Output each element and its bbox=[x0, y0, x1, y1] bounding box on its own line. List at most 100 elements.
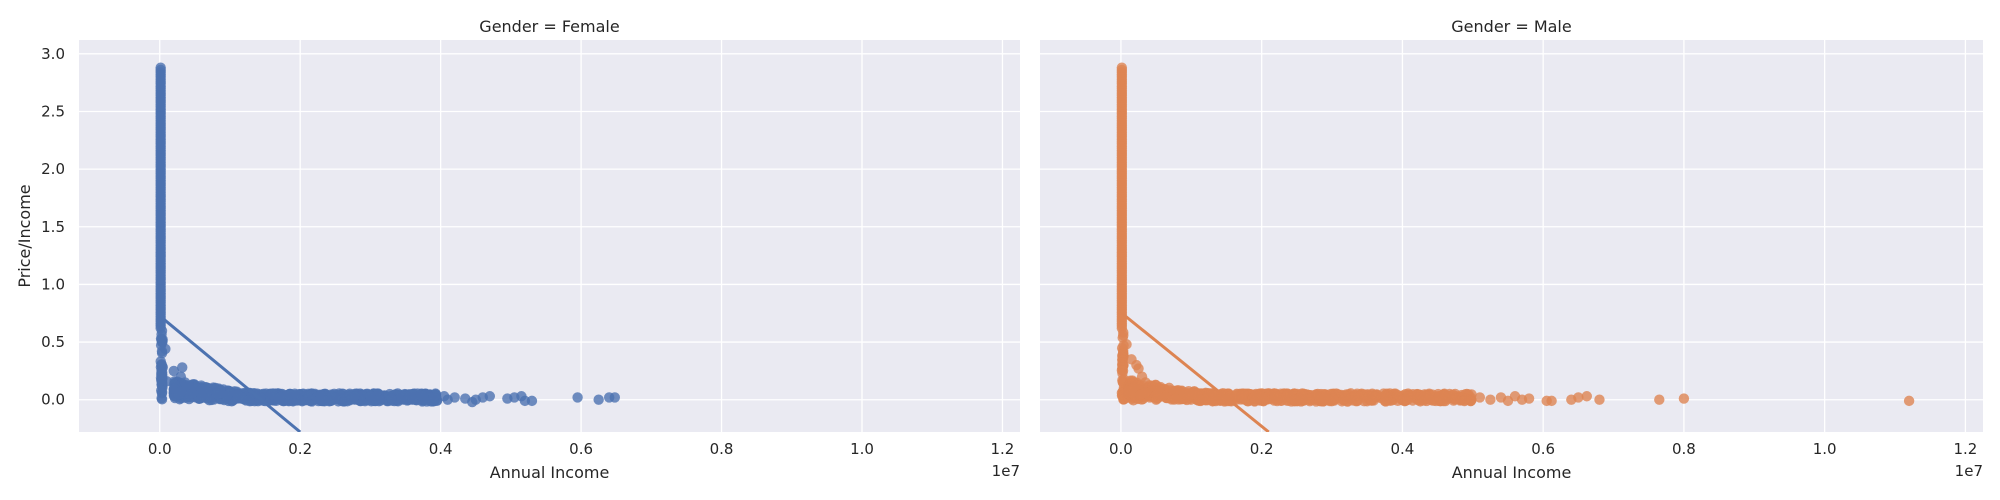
data-point bbox=[1249, 396, 1260, 407]
data-point bbox=[1271, 394, 1283, 405]
data-point bbox=[1903, 395, 1915, 407]
x-axis-label: Annual Income bbox=[490, 463, 610, 482]
data-point bbox=[1237, 392, 1248, 403]
data-point bbox=[1459, 395, 1470, 406]
x-tick-label: 1.2 bbox=[1953, 440, 1977, 458]
data-point bbox=[1423, 393, 1434, 404]
data-point bbox=[593, 394, 604, 405]
data-point bbox=[1351, 388, 1363, 399]
x-axis-label: Annual Income bbox=[1452, 463, 1572, 482]
panel-male: Gender = Male 0.0 0.2 0.4 0.6 0.8 1.0 1.2 Annual… bbox=[1040, 17, 1983, 482]
data-point bbox=[1117, 374, 1128, 386]
data-point bbox=[1366, 395, 1377, 406]
data-point bbox=[1678, 393, 1690, 404]
x-tick-label: 0.8 bbox=[710, 440, 734, 458]
data-point bbox=[1573, 392, 1584, 403]
data-point bbox=[1128, 382, 1139, 393]
data-point bbox=[1400, 393, 1411, 405]
y-tick-label: 2.5 bbox=[41, 102, 65, 120]
data-point bbox=[177, 362, 188, 373]
data-point bbox=[572, 392, 583, 403]
data-point bbox=[1485, 394, 1496, 405]
data-point bbox=[407, 394, 418, 405]
data-point bbox=[1581, 391, 1592, 402]
data-point bbox=[289, 388, 300, 399]
data-point bbox=[156, 359, 167, 370]
panel-female: Gender = Female 0.0 0.2 0.4 0.6 0.8 1.0 1.2 Annu… bbox=[15, 17, 1020, 482]
data-point bbox=[526, 395, 538, 407]
data-point bbox=[275, 391, 286, 403]
data-point bbox=[1116, 62, 1128, 73]
data-point bbox=[1121, 339, 1132, 350]
data-point bbox=[1546, 395, 1557, 407]
data-point bbox=[160, 343, 171, 355]
data-point bbox=[156, 394, 168, 405]
x-offset-label: 1e7 bbox=[992, 462, 1020, 480]
facet-title: Gender = Female bbox=[479, 17, 619, 36]
data-point bbox=[168, 365, 180, 377]
data-point bbox=[1192, 391, 1203, 402]
x-tick-label: 0.4 bbox=[429, 440, 453, 458]
data-point bbox=[1176, 393, 1188, 404]
data-point bbox=[365, 391, 376, 402]
x-tick-label: 0.8 bbox=[1672, 440, 1696, 458]
data-point bbox=[386, 393, 397, 404]
plot-background bbox=[1040, 40, 1983, 432]
x-tick-label: 0.2 bbox=[1250, 440, 1274, 458]
x-tick-label: 1.2 bbox=[991, 440, 1015, 458]
data-point bbox=[329, 392, 341, 403]
y-axis-label: Price/Income bbox=[15, 184, 34, 287]
data-point bbox=[428, 392, 439, 403]
data-point bbox=[484, 391, 496, 402]
y-tick-label: 0.5 bbox=[41, 333, 65, 351]
data-point bbox=[1208, 390, 1219, 402]
data-point bbox=[1447, 392, 1458, 403]
data-point bbox=[1523, 393, 1535, 404]
plot-area bbox=[1116, 62, 1915, 432]
data-point bbox=[1328, 393, 1339, 404]
x-tick-label: 0.0 bbox=[148, 440, 172, 458]
data-point bbox=[1654, 394, 1665, 405]
data-point bbox=[1340, 390, 1351, 402]
data-point bbox=[1594, 394, 1605, 405]
data-point bbox=[1135, 389, 1146, 401]
y-tick-label: 1.5 bbox=[41, 218, 65, 236]
data-point bbox=[196, 384, 208, 395]
data-point bbox=[1151, 393, 1162, 404]
plot-background bbox=[79, 40, 1020, 432]
scatter-points bbox=[1116, 62, 1915, 407]
data-point bbox=[236, 392, 247, 403]
data-point bbox=[176, 386, 187, 397]
data-point bbox=[1295, 394, 1306, 406]
regression-line bbox=[1120, 312, 1270, 432]
data-point bbox=[316, 394, 327, 405]
data-point bbox=[609, 392, 621, 403]
x-tick-label: 1.0 bbox=[850, 440, 874, 458]
data-point bbox=[155, 62, 166, 73]
data-point bbox=[345, 390, 356, 402]
x-offset-label: 1e7 bbox=[1955, 462, 1983, 480]
data-point bbox=[449, 392, 460, 403]
x-tick-label: 0.4 bbox=[1390, 440, 1414, 458]
data-point bbox=[215, 385, 226, 396]
plot-area bbox=[155, 62, 621, 432]
data-point bbox=[1474, 392, 1486, 403]
data-point bbox=[1439, 388, 1450, 399]
data-point bbox=[1117, 361, 1128, 373]
x-tick-label: 0.6 bbox=[569, 440, 593, 458]
data-point bbox=[161, 376, 172, 387]
data-point bbox=[156, 335, 168, 347]
data-point bbox=[1133, 363, 1144, 374]
facet-title: Gender = Male bbox=[1451, 17, 1571, 36]
y-tick-label: 0.0 bbox=[41, 391, 65, 409]
data-point bbox=[1154, 382, 1165, 394]
y-tick-label: 3.0 bbox=[41, 45, 65, 63]
y-tick-label: 1.0 bbox=[41, 275, 65, 293]
x-tick-label: 0.0 bbox=[1109, 440, 1133, 458]
data-point bbox=[267, 388, 278, 400]
x-tick-label: 1.0 bbox=[1813, 440, 1837, 458]
data-point bbox=[1380, 396, 1391, 407]
y-tick-label: 2.0 bbox=[41, 160, 65, 178]
x-tick-label: 0.2 bbox=[288, 440, 312, 458]
